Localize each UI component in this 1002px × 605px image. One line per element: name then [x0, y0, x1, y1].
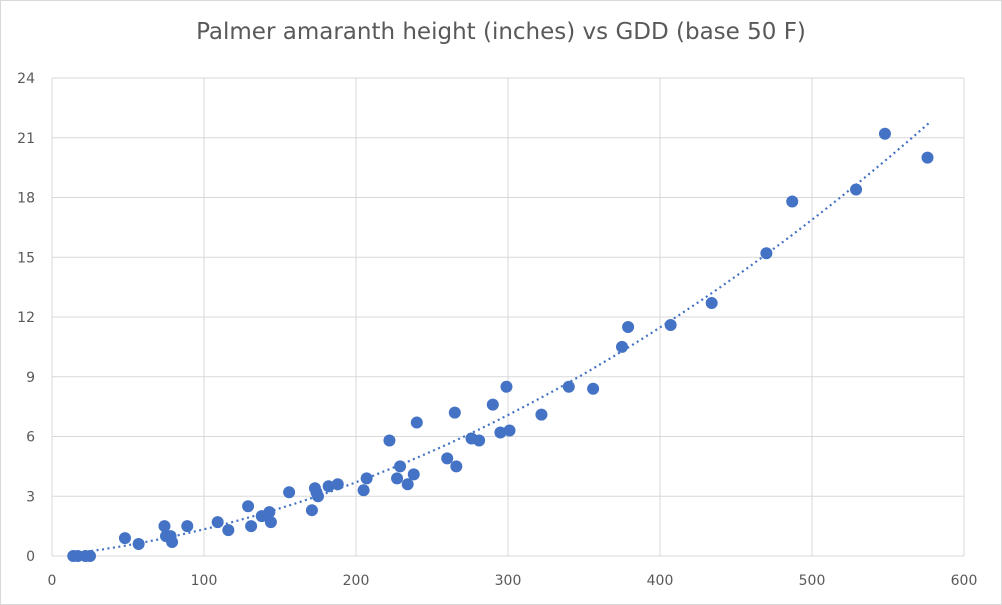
data-point	[562, 380, 575, 393]
gridlines	[51, 77, 965, 557]
data-point	[264, 516, 277, 529]
data-point	[242, 500, 255, 513]
tick-labels: 0 3 6 9 12 15 18 21 24 0 100 200 300 400 500 600	[17, 71, 977, 589]
data-point	[407, 468, 420, 481]
data-point	[357, 484, 370, 497]
x-tick-label: 200	[343, 573, 370, 589]
data-point	[448, 406, 461, 419]
data-point	[118, 532, 131, 545]
data-point	[84, 550, 96, 562]
trendline	[74, 122, 930, 555]
y-tick-label: 18	[17, 191, 35, 207]
data-point	[331, 478, 344, 491]
data-point	[705, 297, 718, 310]
data-point	[401, 478, 414, 491]
data-point	[132, 538, 145, 551]
data-point	[786, 195, 799, 208]
data-point	[587, 382, 600, 395]
data-point	[921, 151, 934, 164]
data-point	[622, 320, 635, 333]
data-point	[410, 416, 423, 429]
data-point	[312, 490, 324, 503]
y-tick-label: 24	[17, 71, 35, 87]
data-point	[664, 318, 677, 331]
y-tick-label: 3	[26, 489, 35, 505]
data-point	[878, 127, 891, 140]
data-point	[322, 480, 335, 493]
data-point	[263, 506, 276, 519]
x-tick-label: 100	[191, 573, 218, 589]
data-point	[166, 536, 179, 549]
data-point	[473, 434, 486, 447]
data-point	[181, 520, 194, 533]
data-point	[245, 520, 258, 533]
data-point	[383, 434, 396, 447]
y-tick-label: 6	[26, 430, 35, 446]
data-point	[158, 520, 171, 533]
data-point	[391, 472, 404, 485]
data-point	[850, 183, 863, 196]
data-point	[616, 340, 628, 353]
x-tick-label: 600	[951, 573, 978, 589]
y-tick-label: 0	[26, 549, 35, 565]
data-point	[494, 426, 507, 439]
data-point	[394, 460, 407, 473]
x-tick-label: 0	[48, 573, 57, 589]
data-point	[305, 504, 318, 517]
data-point	[283, 486, 296, 499]
x-tick-label: 400	[647, 573, 674, 589]
data-point	[222, 524, 235, 537]
data-point	[760, 247, 773, 260]
data-point	[503, 424, 516, 437]
data-point	[450, 460, 463, 473]
data-point	[500, 380, 513, 393]
data-point	[360, 472, 373, 485]
y-tick-label: 15	[17, 250, 35, 266]
y-tick-label: 9	[26, 370, 35, 386]
data-points	[67, 127, 934, 562]
x-tick-label: 300	[495, 573, 522, 589]
chart-title: Palmer amaranth height (inches) vs GDD (…	[196, 19, 806, 45]
data-point	[441, 452, 454, 465]
data-point	[486, 398, 499, 411]
y-tick-label: 21	[17, 131, 35, 147]
data-point	[535, 408, 548, 421]
x-tick-label: 500	[799, 573, 826, 589]
data-point	[211, 516, 224, 529]
y-tick-label: 12	[17, 310, 35, 326]
